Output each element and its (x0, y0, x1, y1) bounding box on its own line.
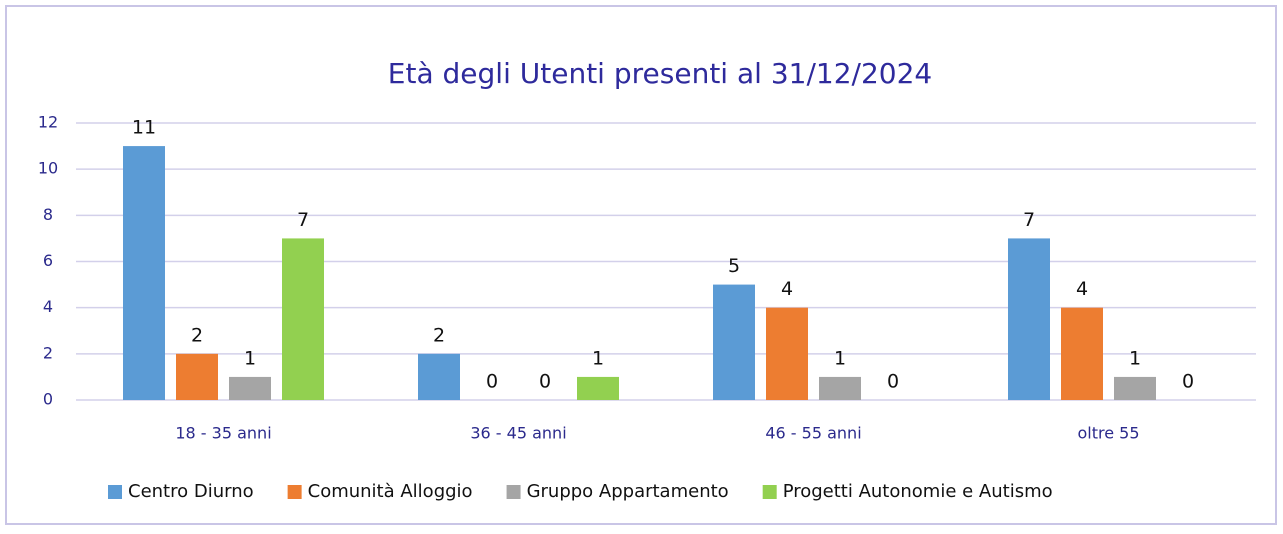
bar (713, 284, 755, 400)
legend-swatch (762, 485, 777, 499)
bar (176, 353, 218, 400)
legend-label: Centro Diurno (128, 481, 254, 502)
legend-swatch (108, 485, 122, 499)
data-label: 1 (1129, 347, 1141, 369)
legend-swatch (506, 485, 521, 499)
data-label: 2 (191, 324, 203, 346)
y-tick-label: 10 (38, 159, 58, 178)
data-label: 2 (433, 324, 445, 346)
data-label: 4 (1076, 278, 1088, 300)
bar (766, 307, 808, 400)
x-tick-label: oltre 55 (1077, 424, 1139, 443)
data-label: 1 (592, 347, 604, 369)
bar (418, 353, 460, 400)
data-label: 7 (1023, 209, 1035, 231)
x-tick-label: 18 - 35 anni (175, 424, 271, 443)
chart-title: Età degli Utenti presenti al 31/12/2024 (388, 57, 932, 90)
data-label: 7 (297, 209, 309, 231)
bar (123, 146, 165, 400)
legend-label: Progetti Autonomie e Autismo (783, 481, 1053, 502)
bar (819, 376, 861, 400)
bar (577, 376, 619, 400)
x-tick-label: 46 - 55 anni (765, 424, 861, 443)
y-tick-label: 0 (43, 390, 53, 409)
data-label: 11 (132, 117, 156, 139)
legend-label: Comunità Alloggio (308, 481, 473, 502)
chart-border (5, 5, 1277, 525)
legend-swatch (287, 485, 302, 499)
y-tick-label: 6 (43, 251, 53, 270)
bar (1061, 307, 1103, 400)
data-label: 5 (728, 255, 740, 277)
data-label: 1 (244, 347, 256, 369)
data-label: 0 (539, 371, 551, 393)
bar (1008, 238, 1050, 400)
data-label: 0 (887, 371, 899, 393)
y-tick-label: 12 (38, 113, 58, 132)
bar (1114, 376, 1156, 400)
bar (229, 376, 271, 400)
data-label: 0 (486, 371, 498, 393)
data-label: 1 (834, 347, 846, 369)
x-tick-label: 36 - 45 anni (470, 424, 566, 443)
data-label: 0 (1182, 371, 1194, 393)
data-label: 4 (781, 278, 793, 300)
y-tick-label: 4 (43, 297, 53, 316)
y-tick-label: 8 (43, 205, 53, 224)
y-tick-label: 2 (43, 343, 53, 362)
legend-label: Gruppo Appartamento (527, 481, 729, 502)
bar (282, 238, 324, 400)
